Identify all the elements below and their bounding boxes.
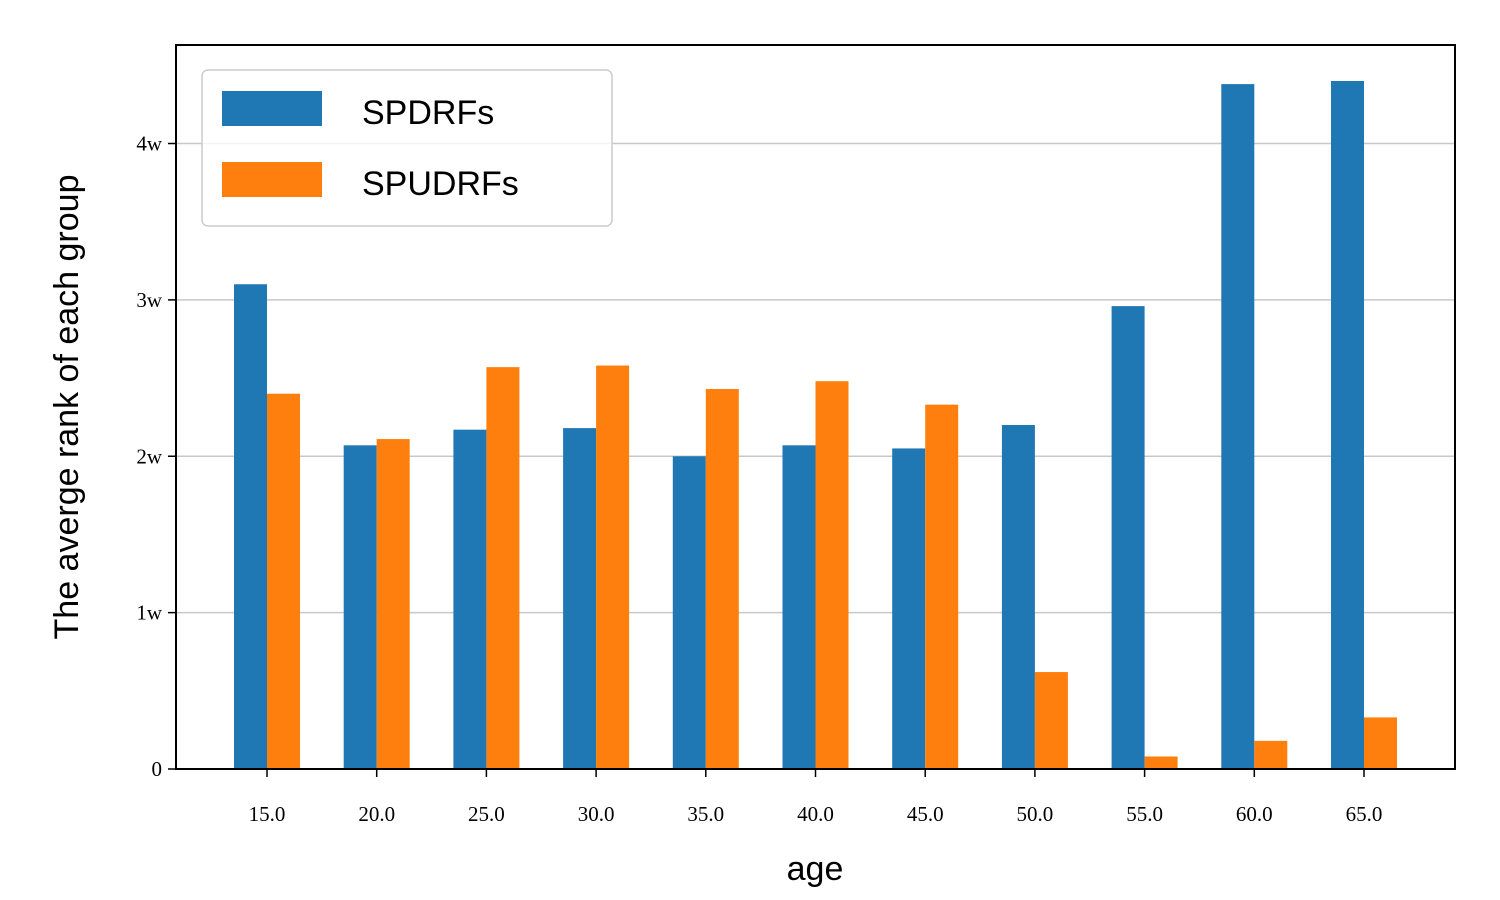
bar-spdrfs-65.0 (1331, 80, 1364, 769)
y-tick-label: 3w (136, 288, 163, 312)
x-tick-label: 20.0 (358, 802, 395, 826)
bar-spudrfs-35.0 (705, 389, 739, 769)
bar-spudrfs-40.0 (815, 381, 849, 769)
y-tick-label: 4w (136, 132, 163, 156)
legend-swatch-spdrfs (222, 91, 322, 126)
bar-spdrfs-50.0 (1001, 424, 1035, 769)
x-tick-label: 55.0 (1126, 802, 1163, 826)
x-tick-label: 40.0 (797, 802, 834, 826)
bar-spudrfs-20.0 (376, 439, 410, 769)
bar-spdrfs-25.0 (453, 429, 487, 769)
y-tick-label: 0 (152, 757, 163, 781)
x-tick-label: 15.0 (249, 802, 286, 826)
y-axis-title: The averge rank of each group (48, 175, 86, 640)
x-tick-label: 50.0 (1017, 802, 1054, 826)
bar-spudrfs-60.0 (1254, 740, 1288, 769)
bar-spdrfs-55.0 (1111, 306, 1145, 769)
bar-spudrfs-15.0 (267, 393, 300, 769)
legend-label-spdrfs: SPDRFs (362, 94, 494, 132)
bar-spudrfs-55.0 (1144, 756, 1178, 769)
x-tick-label: 25.0 (468, 802, 505, 826)
legend: SPDRFs SPUDRFs (201, 69, 613, 227)
x-tick-label: 35.0 (687, 802, 724, 826)
x-axis-title: age (787, 850, 844, 888)
bar-spdrfs-15.0 (234, 284, 267, 769)
x-tick-label: 45.0 (907, 802, 944, 826)
bar-spdrfs-20.0 (343, 445, 377, 769)
bar-spudrfs-45.0 (925, 404, 959, 769)
x-axis-ticks: 15.0 20.0 25.0 30.0 35.0 40.0 45.0 50.0 55.0 60.0… (249, 769, 1383, 826)
bars (234, 80, 1397, 769)
y-axis-ticks: 0 1w 2w 3w 4w (136, 132, 176, 781)
x-tick-label: 65.0 (1346, 802, 1383, 826)
bar-spudrfs-50.0 (1034, 672, 1068, 769)
legend-swatch-spudrfs (222, 162, 322, 197)
y-tick-label: 1w (136, 601, 163, 625)
bar-spdrfs-30.0 (563, 428, 597, 769)
legend-label-spudrfs: SPUDRFs (362, 165, 519, 203)
bar-spudrfs-65.0 (1364, 717, 1397, 769)
bar-spudrfs-25.0 (486, 367, 520, 769)
bar-spudrfs-30.0 (596, 365, 630, 769)
x-tick-label: 30.0 (578, 802, 615, 826)
bar-spdrfs-35.0 (672, 456, 706, 769)
y-tick-label: 2w (136, 444, 163, 468)
x-tick-label: 60.0 (1236, 802, 1273, 826)
bar-spdrfs-45.0 (892, 448, 926, 769)
bar-spdrfs-40.0 (782, 445, 816, 769)
bar-spdrfs-60.0 (1221, 84, 1255, 769)
